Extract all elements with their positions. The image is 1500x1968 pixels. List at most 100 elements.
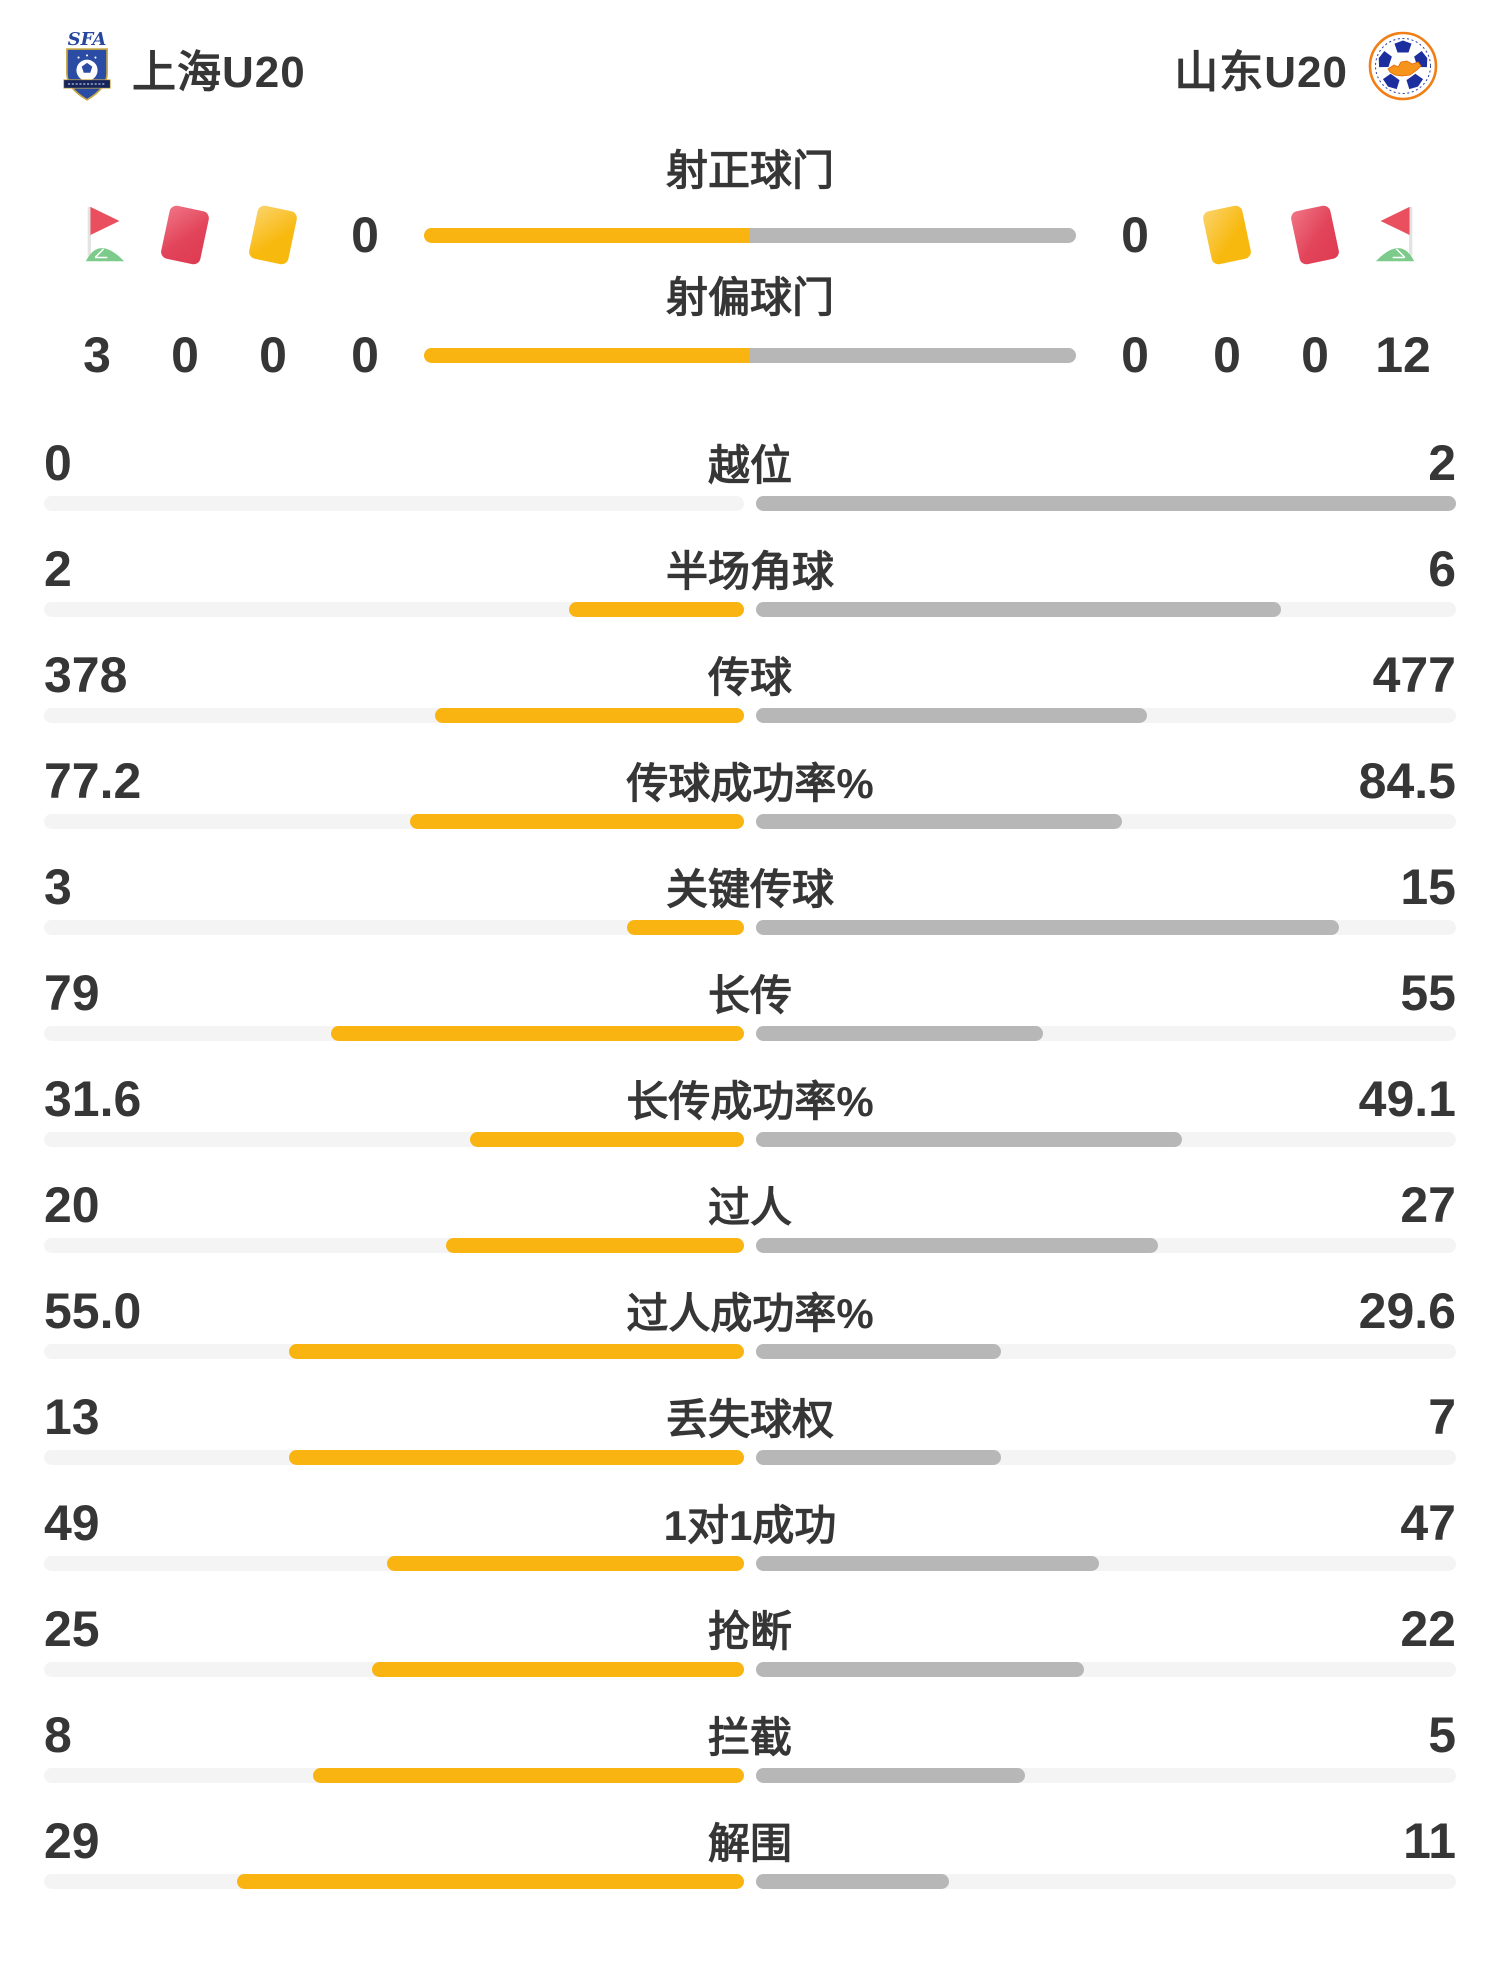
home-bar-track <box>44 1132 744 1147</box>
stat-away-value: 5 <box>1428 1706 1456 1763</box>
stat-away-value: 2 <box>1428 434 1456 491</box>
stat-label: 过人 <box>707 1184 792 1231</box>
stat-home-value: 55.0 <box>44 1282 142 1339</box>
stat-head: 77.2 传球成功率% 84.5 <box>44 750 1456 809</box>
stat-head: 79 长传 55 <box>44 962 1456 1021</box>
away-bar-track <box>756 602 1456 617</box>
stat-label: 越位 <box>707 442 792 489</box>
shots-on-target-title: 射正球门 <box>665 147 834 194</box>
home-corner-count: 3 <box>83 327 111 383</box>
home-bar-track <box>44 1556 744 1571</box>
stat-row: 77.2 传球成功率% 84.5 <box>44 750 1456 829</box>
stat-bar <box>44 1768 1456 1783</box>
stat-bar <box>44 1344 1456 1359</box>
stat-away-value: 11 <box>1403 1812 1456 1869</box>
home-bar-fill <box>386 1556 744 1571</box>
stat-home-value: 31.6 <box>44 1070 142 1127</box>
away-bar-track <box>756 920 1456 935</box>
stat-label: 过人成功率% <box>626 1290 874 1337</box>
home-bar-track <box>44 920 744 935</box>
stat-row: 3 关键传球 15 <box>44 856 1456 935</box>
stat-away-value: 47 <box>1400 1494 1456 1551</box>
away-bar-fill <box>756 1026 1044 1041</box>
stat-label: 1对1成功 <box>663 1502 837 1549</box>
shots-off-target-away-value: 0 <box>1121 327 1149 383</box>
away-bar-track <box>756 1238 1456 1253</box>
stat-row: 55.0 过人成功率% 29.6 <box>44 1280 1456 1359</box>
home-bar-track <box>44 602 744 617</box>
stat-label: 长传成功率% <box>626 1078 874 1125</box>
stat-head: 378 传球 477 <box>44 644 1456 703</box>
stat-head: 55.0 过人成功率% 29.6 <box>44 1280 1456 1339</box>
stat-row: 13 丢失球权 7 <box>44 1386 1456 1465</box>
shots-off-target-row: 3 0 0 0 0 0 0 12 <box>0 324 1500 386</box>
home-bar-fill <box>236 1874 744 1889</box>
shots-off-target-title: 射偏球门 <box>665 274 834 321</box>
stat-head: 49 1对1成功 47 <box>44 1492 1456 1551</box>
svg-text:SFA: SFA <box>68 29 107 50</box>
shandong-crest-icon <box>1368 31 1438 100</box>
away-corner-count: 12 <box>1375 327 1431 383</box>
stat-home-value: 0 <box>44 434 72 491</box>
stat-bar <box>44 920 1456 935</box>
stat-away-value: 29.6 <box>1358 1282 1456 1339</box>
stat-home-value: 25 <box>44 1600 100 1657</box>
away-bar-fill <box>756 1132 1182 1147</box>
away-bar-fill <box>756 496 1456 511</box>
away-team: 山东U20 <box>1174 31 1438 106</box>
away-bar-track <box>756 1132 1456 1147</box>
home-bar-fill <box>331 1026 744 1041</box>
stat-bar <box>44 1238 1456 1253</box>
away-bar-track <box>756 1662 1456 1677</box>
stat-away-value: 6 <box>1428 540 1456 597</box>
away-bar-fill <box>756 1662 1084 1677</box>
away-bar-track <box>756 1556 1456 1571</box>
home-red-card-count: 0 <box>171 327 199 383</box>
stat-bar <box>44 602 1456 617</box>
stat-away-value: 49.1 <box>1358 1070 1456 1127</box>
stat-head: 3 关键传球 15 <box>44 856 1456 915</box>
home-bar-fill <box>434 708 744 723</box>
stat-bar <box>44 1132 1456 1147</box>
stat-bar <box>44 814 1456 829</box>
stat-home-value: 79 <box>44 964 100 1021</box>
home-bar-track <box>44 708 744 723</box>
stat-row: 8 拦截 5 <box>44 1704 1456 1783</box>
away-bar-track <box>756 496 1456 511</box>
stat-label: 丢失球权 <box>665 1396 834 1443</box>
stat-row: 29 解围 11 <box>44 1810 1456 1889</box>
stat-label: 长传 <box>707 972 792 1019</box>
away-bar-track <box>756 1768 1456 1783</box>
shots-on-target-home-value: 0 <box>351 207 379 263</box>
stat-away-value: 22 <box>1400 1600 1456 1657</box>
home-bar-fill <box>627 920 744 935</box>
stat-label: 传球成功率% <box>626 760 874 807</box>
home-bar-track <box>44 1026 744 1041</box>
shots-on-target-home-fill <box>424 227 750 243</box>
away-bar-track <box>756 814 1456 829</box>
stat-head: 8 拦截 5 <box>44 1704 1456 1763</box>
home-bar-fill <box>289 1450 744 1465</box>
shots-off-target-bar <box>424 347 1076 363</box>
stat-head: 20 过人 27 <box>44 1174 1456 1233</box>
stat-bar <box>44 1874 1456 1889</box>
away-bar-fill <box>756 1450 1001 1465</box>
shots-off-target-home-fill <box>424 347 750 363</box>
away-team-crest-icon <box>1368 31 1438 106</box>
home-bar-fill <box>313 1768 744 1783</box>
stat-label: 传球 <box>707 654 792 701</box>
stat-home-value: 2 <box>44 540 72 597</box>
home-bar-track <box>44 1238 744 1253</box>
stat-away-value: 477 <box>1372 646 1456 703</box>
away-bar-track <box>756 708 1456 723</box>
shots-on-target-row: 0 0 <box>0 200 1500 270</box>
away-bar-fill <box>756 1874 949 1889</box>
stat-away-value: 84.5 <box>1358 752 1456 809</box>
away-bar-fill <box>756 1556 1099 1571</box>
home-yellow-card-icon <box>242 204 304 266</box>
stat-home-value: 77.2 <box>44 752 142 809</box>
match-header: SFA 上海U20 山东U20 <box>0 0 1500 106</box>
home-bar-track <box>44 496 744 511</box>
home-bar-fill <box>409 814 744 829</box>
stat-head: 25 抢断 22 <box>44 1598 1456 1657</box>
